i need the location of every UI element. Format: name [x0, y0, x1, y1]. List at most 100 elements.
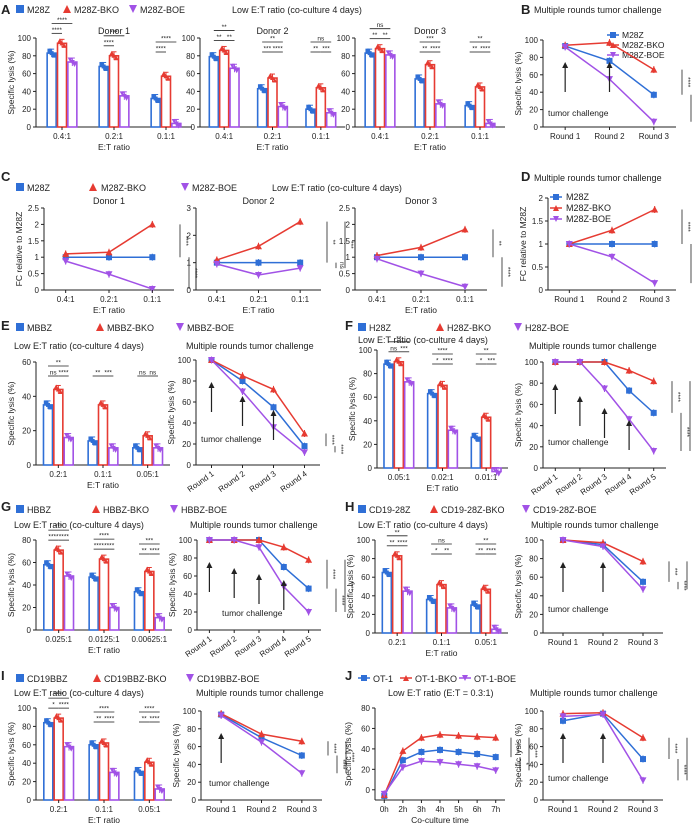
legend-j-item-1: OT-1 — [373, 674, 393, 684]
chart-g1-point — [109, 603, 115, 608]
chart-g2-xtick-label: Round 4 — [258, 634, 288, 659]
chart-g2-tumor-challenge-label: tumor challenge — [222, 608, 283, 618]
chart-i2-sig-label: **** — [339, 759, 346, 770]
chart-e2-point — [239, 388, 246, 395]
chart-f1-ytick-label: 40 — [363, 417, 372, 426]
chart-f2-point — [650, 409, 657, 416]
chart-a1-bar — [108, 54, 120, 128]
chart-i1-bar — [88, 743, 99, 801]
chart-j2-point — [560, 717, 566, 724]
chart-h2-point — [599, 543, 607, 551]
chart-c1-point — [105, 271, 113, 278]
chart-g1-point — [149, 571, 155, 576]
chart-a3-sig-label: ** — [477, 36, 483, 43]
chart-e1-bar — [53, 388, 64, 466]
chart-f2-arrow-head — [601, 408, 608, 414]
chart-a3-point — [475, 81, 481, 87]
chart-a3-point — [415, 74, 420, 79]
chart-i1-sig-label: * — [52, 702, 55, 709]
chart-a2-sig-label: *** — [264, 46, 272, 53]
chart-a3-ytick-label: 20 — [341, 105, 350, 114]
chart-b-ylabel: Specific lysis (%) — [513, 51, 523, 115]
legend-d-item-1: M28Z — [566, 192, 590, 202]
chart-j1-xtick-label: 0h — [380, 805, 389, 814]
chart-f2-xtick-label: Round 5 — [628, 472, 658, 497]
chart-i1-point — [154, 784, 160, 789]
chart-c2-point — [255, 242, 262, 250]
title-i: Multiple rounds tumor challenge — [196, 688, 324, 698]
chart-c3-xtick-label: 0.4:1 — [368, 295, 386, 304]
title-h: Multiple rounds tumor challenge — [531, 520, 659, 530]
chart-h1-point — [396, 555, 402, 561]
chart-i1-xtick-label: 0.2:1 — [50, 805, 68, 814]
chart-a1-xtick-label: 0.1:1 — [157, 132, 175, 141]
chart-a1-point — [124, 96, 130, 101]
chart-i1-sig-label: **** — [104, 716, 115, 723]
chart-h2-xtick-label: Round 1 — [548, 638, 579, 647]
chart-g1-point — [103, 559, 109, 564]
chart-e2: 0 20 40 60 80 100 Specific lysis (%) ******** Ro… — [166, 356, 344, 494]
chart-i1-ytick-label: 100 — [18, 704, 32, 713]
chart-i1-point — [157, 786, 163, 792]
chart-f1-point — [432, 394, 437, 399]
chart-a1-point — [57, 38, 63, 43]
panel-letter-c: C — [1, 169, 11, 184]
chart-i1-point — [66, 744, 72, 750]
chart-j1-point — [474, 751, 481, 757]
chart-i2-xtick-label: Round 3 — [287, 805, 318, 814]
chart-a3-point — [365, 48, 370, 53]
chart-i1-point — [103, 742, 109, 748]
chart-i1-point — [149, 762, 155, 767]
chart-h1-point — [483, 586, 489, 592]
chart-j1-point — [455, 732, 463, 739]
chart-h1-ytick-label: 100 — [357, 536, 371, 545]
chart-i2-point — [298, 770, 306, 777]
chart-i1-sig-label: **** — [59, 702, 70, 709]
chart-j2-ytick-label: 20 — [529, 778, 538, 787]
chart-f1-point — [408, 382, 414, 387]
chart-e1-point — [63, 433, 69, 438]
chart-a1-point — [153, 96, 158, 101]
chart-i1-ytick-label: 20 — [22, 778, 31, 787]
chart-e1-sig-label: ns — [50, 370, 58, 377]
chart-g1-point — [144, 566, 150, 571]
chart-f2-ytick-label: 20 — [529, 443, 538, 452]
chart-a1-point — [155, 99, 160, 104]
panel-letter-d: D — [521, 169, 530, 184]
caption-j: Low E:T ratio (E:T = 0.3:1) — [388, 688, 493, 698]
chart-b-ytick-label: 0 — [534, 123, 539, 132]
chart-a2-point — [219, 45, 225, 50]
chart-i2-xtick-label: Round 1 — [206, 805, 237, 814]
chart-i2-point — [258, 730, 265, 738]
chart-c2-ytick-label: 3 — [187, 204, 192, 213]
chart-a1-point — [67, 57, 73, 63]
chart-h2-xtick-label: Round 3 — [628, 638, 659, 647]
chart-j1-sig-label: * — [522, 762, 529, 765]
chart-f2-ytick-label: 60 — [529, 400, 538, 409]
chart-c2-series-line — [216, 221, 301, 261]
chart-i1-point — [89, 740, 94, 745]
chart-e1-point — [92, 441, 97, 446]
chart-e1-point — [68, 438, 74, 443]
chart-a1-point — [51, 53, 56, 58]
chart-j2-sig-label: **** — [680, 765, 687, 776]
chart-e2-sig-label: **** — [337, 444, 344, 455]
chart-g1-point — [157, 615, 163, 621]
chart-f1-ytick-label: 80 — [363, 370, 372, 379]
chart-a2-ytick-label: 40 — [186, 87, 195, 96]
chart-a3-xtick-label: 0.1:1 — [471, 132, 489, 141]
chart-e1-sig-label: ns — [149, 370, 157, 377]
chart-j2-tumor-challenge-label: tumor challenge — [548, 773, 609, 783]
chart-c1-point — [148, 220, 156, 228]
chart-a3-point — [469, 106, 474, 111]
chart-a1-point — [59, 40, 65, 46]
chart-f1-xlabel: E:T ratio — [427, 483, 459, 493]
chart-i1-point — [46, 720, 51, 725]
chart-h1-ylabel: Specific lysis (%) — [345, 554, 355, 618]
chart-h1-point — [471, 600, 476, 605]
chart-i1-ylabel: Specific lysis (%) — [6, 722, 16, 786]
chart-e1-xtick-label: 0.2:1 — [49, 470, 67, 479]
chart-e1-point — [108, 443, 114, 448]
panel-letter-j: J — [345, 668, 352, 683]
